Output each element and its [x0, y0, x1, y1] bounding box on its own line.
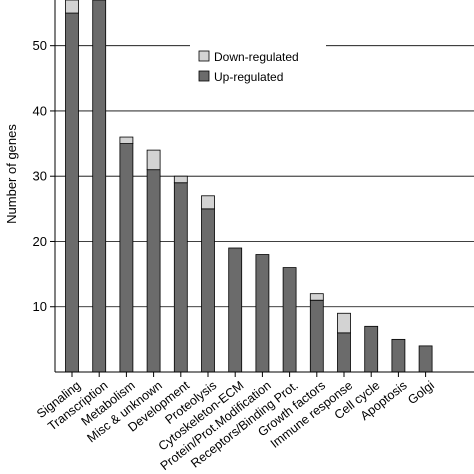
legend-background	[190, 41, 326, 91]
bar-up-regulated	[364, 325, 379, 373]
bar-up-regulated	[418, 345, 433, 373]
x-tick-label: Golgi	[405, 378, 437, 407]
bar-up-regulated	[201, 208, 215, 373]
bar-down-regulated	[201, 195, 215, 210]
bar-down-regulated	[337, 312, 351, 334]
bar-up-regulated	[391, 338, 406, 373]
bar-up-regulated	[119, 143, 134, 373]
legend-label-up: Up-regulated	[214, 70, 283, 84]
bar-up-regulated	[228, 247, 243, 373]
legend-label-down: Down-regulated	[214, 50, 299, 64]
y-tick-label: 50	[33, 38, 47, 53]
y-axis-label: Number of genes	[4, 124, 19, 224]
bar-down-regulated	[119, 136, 134, 144]
y-tick-label: 40	[33, 103, 47, 118]
bar-up-regulated	[173, 182, 188, 373]
bar-up-regulated	[309, 299, 324, 373]
bar-up-regulated	[146, 169, 161, 373]
bar-up-regulated	[337, 332, 351, 373]
bar-down-regulated	[65, 0, 79, 14]
y-tick-label: 30	[33, 169, 47, 184]
legend-swatch-up	[198, 70, 210, 82]
y-tick-label: 20	[33, 234, 47, 249]
legend: Down-regulated Up-regulated	[190, 41, 326, 91]
y-tick-label: 10	[33, 299, 47, 314]
bar-down-regulated	[173, 175, 188, 184]
bar-down-regulated	[146, 149, 161, 171]
y-tick-labels: 10 20 30 40 50	[33, 38, 55, 314]
bar-up-regulated	[92, 0, 107, 373]
bar-up-regulated	[65, 12, 79, 373]
bars	[65, 0, 433, 373]
bar-up-regulated	[282, 267, 297, 373]
bar-down-regulated	[309, 293, 324, 301]
legend-swatch-down	[198, 50, 210, 62]
bar-up-regulated	[255, 254, 270, 373]
axes	[54, 0, 474, 373]
